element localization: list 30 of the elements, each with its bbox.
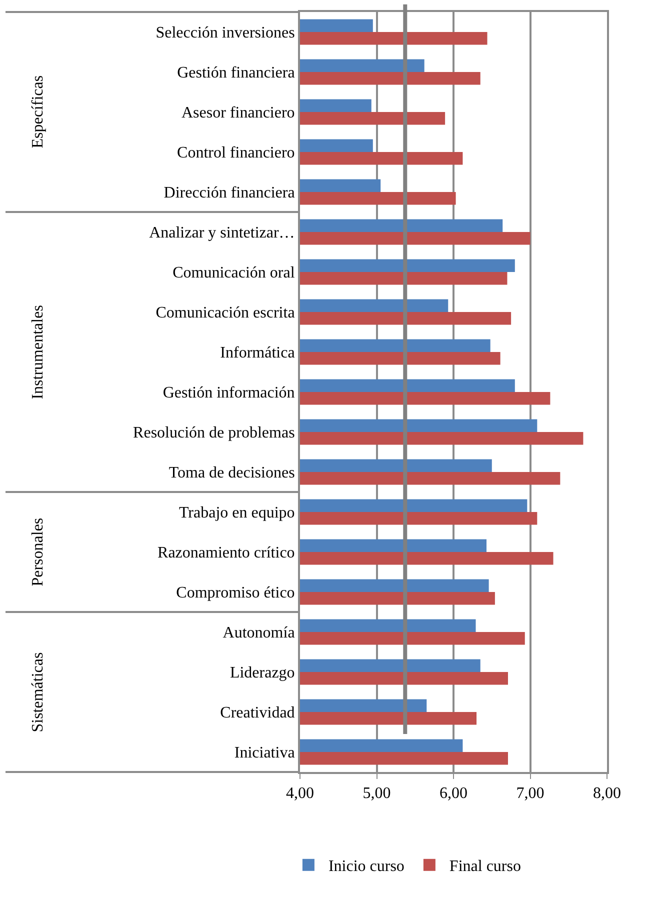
legend-label: Inicio curso: [328, 858, 404, 876]
y-tick-label: Toma de decisiones: [168, 464, 295, 482]
y-tick-label: Dirección financiera: [164, 184, 295, 202]
y-tick-label: Trabajo en equipo: [178, 504, 295, 522]
y-tick-label: Liderazgo: [230, 664, 295, 682]
y-tick-label: Autonomía: [222, 624, 295, 642]
annotation: Instrumentales: [29, 305, 46, 400]
legend-label: Final curso: [449, 858, 521, 876]
x-tick-label: 7,00: [516, 785, 544, 802]
x-tick-label: 8,00: [593, 785, 621, 802]
y-tick-label: Compromiso ético: [176, 584, 295, 602]
y-tick-label: Asesor financiero: [182, 104, 295, 122]
y-tick-label: Razonamiento crítico: [158, 544, 295, 562]
y-tick-label: Gestión financiera: [177, 64, 295, 82]
annotation: Personales: [29, 518, 46, 586]
y-tick-label: Comunicación escrita: [156, 304, 295, 322]
y-tick-label: Informática: [220, 344, 295, 362]
y-tick-label: Control financiero: [177, 144, 295, 162]
annotation: Sistemáticas: [29, 652, 46, 732]
x-tick-label: 5,00: [362, 785, 391, 802]
x-tick-label: 4,00: [286, 785, 314, 802]
y-tick-label: Iniciativa: [234, 744, 295, 762]
annotation: Específicas: [29, 75, 46, 148]
y-tick-label: Resolución de problemas: [133, 424, 295, 442]
y-tick-label: Gestión información: [162, 384, 295, 402]
y-tick-label: Creatividad: [220, 704, 295, 722]
x-tick-label: 6,00: [440, 785, 468, 802]
y-tick-label: Comunicación oral: [172, 264, 296, 282]
y-tick-label: Selección inversiones: [156, 24, 295, 42]
y-tick-label: Analizar y sintetizar…: [149, 224, 295, 242]
